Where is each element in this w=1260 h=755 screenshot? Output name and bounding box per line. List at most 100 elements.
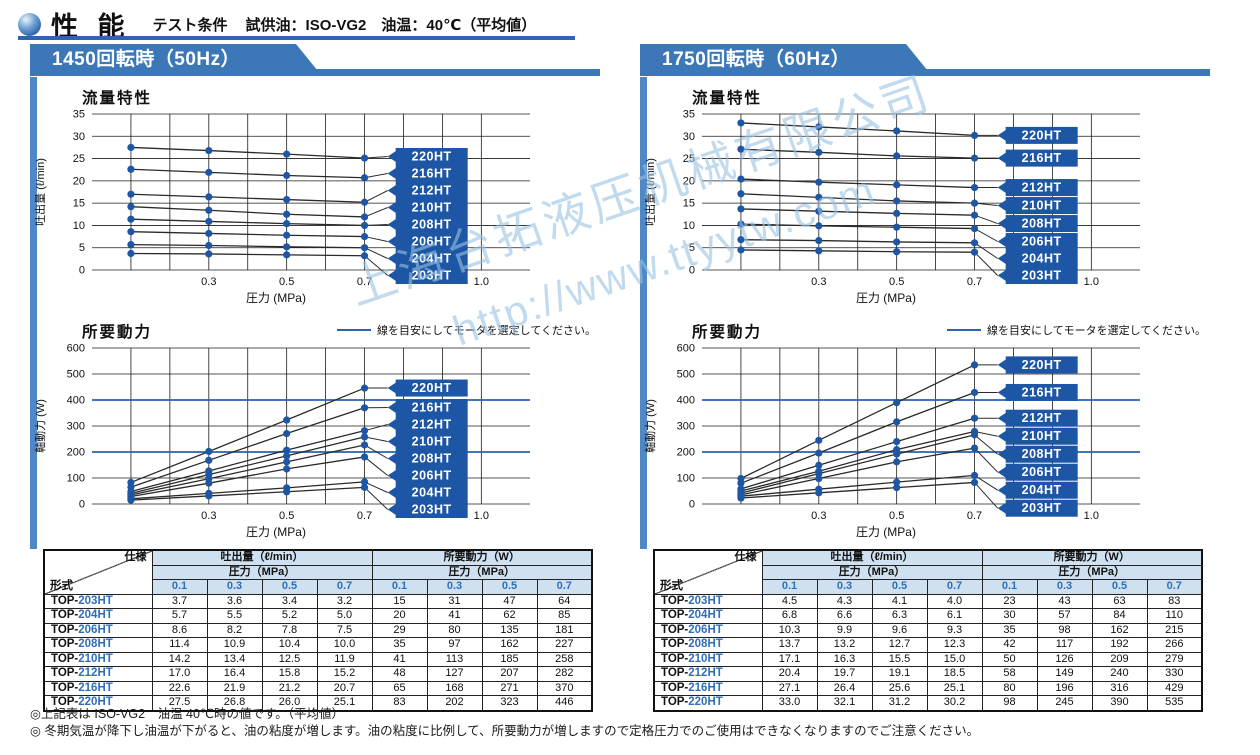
svg-text:300: 300 [677,421,695,433]
pressure-col: 0.1 [151,579,208,595]
value-cell: 6.8 [761,608,818,624]
value-cell: 8.6 [151,622,208,638]
value-cell: 5.7 [151,608,208,624]
data-point [283,195,291,204]
data-point [737,479,745,487]
series-204HT: 204HT [127,240,468,267]
value-cell: 6.1 [926,608,983,624]
data-point [283,171,291,180]
value-cell: 127 [426,666,483,682]
model-cell: TOP-204HT [653,608,763,624]
value-cell: 162 [1091,622,1148,638]
sub-header-pressure: 圧力（MPa） [761,564,983,580]
power-chart-title: 所要動力 [82,324,153,341]
data-point [283,446,291,454]
flow-chart: 0 5 10 15 20 25 30 35 0.3 0.5 0.7 1.0 吐出量 (ℓ/min) 圧力 … [33,109,530,305]
table-header-row: 仕様 形式 吐出量（ℓ/min） 所要動力（W） [43,549,593,595]
value-cell: 370 [536,680,593,696]
series-203HT: 203HT [737,478,1078,517]
value-cell: 48 [371,666,428,682]
data-point [283,416,291,424]
svg-text:1.0: 1.0 [474,510,489,522]
value-cell: 323 [481,695,538,711]
pressure-col: 0.1 [371,579,428,595]
value-cell: 20 [371,608,428,624]
value-cell: 110 [1146,608,1203,624]
model-cell: TOP-212HT [653,666,763,682]
value-cell: 181 [536,622,593,638]
data-point [127,496,135,504]
series-label: 216HT [412,401,452,415]
x-axis-title: 圧力 (MPa) [246,525,306,539]
table-row: TOP-210HT 14.2 13.4 12.5 11.9 41 113 185 258 [43,651,593,667]
series-203HT: 203HT [127,249,468,284]
value-cell: 65 [371,680,428,696]
value-cell: 43 [1036,593,1093,609]
series-label: 210HT [412,435,452,449]
value-cell: 80 [426,622,483,638]
series-label: 206HT [412,469,452,483]
value-cell: 209 [1091,651,1148,667]
series-label-box [395,484,468,501]
table-row: TOP-210HT 17.1 16.3 15.5 15.0 50 126 209 279 [653,651,1203,667]
table-row: TOP-204HT 6.8 6.6 6.3 6.1 30 57 84 110 [653,608,1203,624]
corner-label-spec: 仕様 [734,551,757,563]
series-label-box [395,182,468,199]
model-cell: TOP-206HT [43,622,153,638]
svg-text:0.7: 0.7 [357,510,372,522]
data-point [360,384,369,392]
value-cell: 20.4 [761,666,818,682]
data-point [815,461,823,469]
svg-text:5: 5 [689,242,695,254]
data-point [360,433,369,441]
svg-text:0.7: 0.7 [967,510,982,522]
series-label: 212HT [412,184,452,198]
series-label-box [395,267,468,284]
value-cell: 41 [426,608,483,624]
series-label: 220HT [412,150,452,164]
value-cell: 4.5 [761,593,818,609]
series-label-box [1005,427,1078,445]
data-point [970,224,979,233]
data-point [893,223,901,231]
data-point [893,458,901,466]
test-conditions-label: テスト条件 [152,17,228,34]
series-206HT: 206HT [737,220,1078,250]
value-cell: 9.6 [871,622,928,638]
axis-ticks: 0 5 10 15 20 25 30 35 0.3 0.5 0.7 1.0 [73,109,489,289]
series-label: 208HT [1022,217,1062,231]
model-cell: TOP-206HT [653,622,763,638]
data-point [127,240,135,249]
series-204HT: 204HT [737,236,1078,267]
table-header-row: 圧力（MPa） 圧力（MPa） [44,564,593,580]
model-cell: TOP-220HT [43,695,153,711]
value-cell: 271 [481,680,538,696]
series-label: 203HT [412,503,452,517]
series-label-box [1005,126,1078,144]
x-axis-title: 圧力 (MPa) [856,525,916,539]
data-point [970,414,979,422]
motor-guide-legend: 線を目安にしてモータを選定してください。 [336,322,596,338]
panel-edge-bar [640,77,647,549]
table-corner-cell: 仕様 形式 [653,549,763,595]
series-label: 203HT [1022,501,1062,515]
series-label: 210HT [1022,199,1062,213]
data-point [970,183,979,192]
value-cell: 41 [371,651,428,667]
value-cell: 15.5 [871,651,928,667]
value-cell: 7.5 [316,622,373,638]
table-row: TOP-212HT 20.4 19.7 19.1 18.5 58 149 240 330 [653,666,1203,682]
panel-1750rpm: 1750回転時（60Hz） 流量特性 0 5 10 15 20 25 30 35 0.3 0.5 0… [640,44,1210,712]
svg-text:1.0: 1.0 [1084,510,1099,522]
value-cell: 390 [1091,695,1148,711]
svg-text:0.7: 0.7 [967,276,982,288]
value-cell: 202 [426,695,483,711]
model-cell: TOP-208HT [43,637,153,653]
value-cell: 227 [536,637,593,653]
svg-text:1.0: 1.0 [474,276,489,288]
data-point [360,154,369,162]
series-label: 204HT [412,486,452,500]
banner-label: 1450回転時（50Hz） [30,44,322,76]
svg-text:0.5: 0.5 [889,276,904,288]
series-206HT: 206HT [127,228,468,250]
